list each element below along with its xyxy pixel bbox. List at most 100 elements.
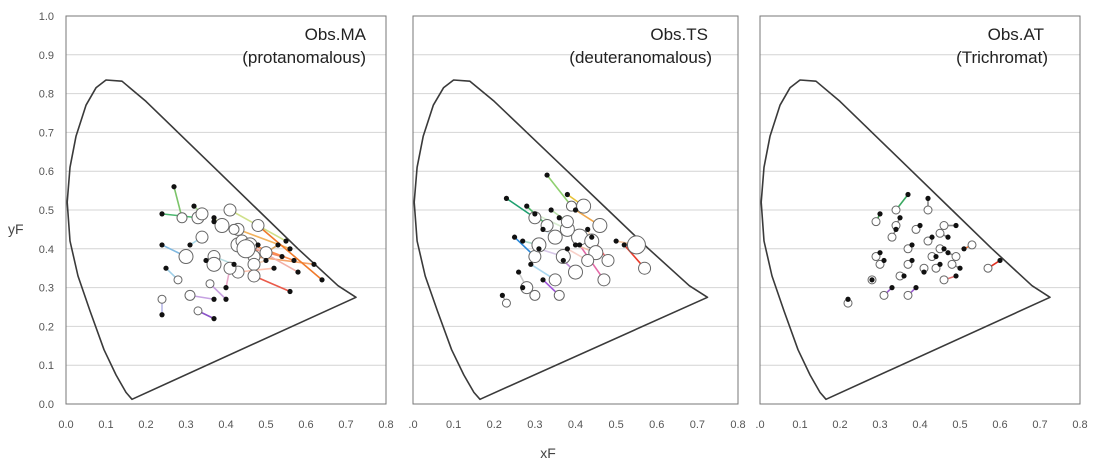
x-tick-label: 0.8: [1072, 419, 1087, 431]
filled-marker: [613, 238, 619, 244]
x-tick-label: 0.1: [792, 419, 807, 431]
plot-frame: [65, 15, 387, 405]
x-tick-label: 0.4: [218, 419, 233, 431]
open-marker: [195, 230, 209, 244]
x-tick-label: 0.7: [338, 419, 353, 431]
open-marker: [903, 290, 913, 300]
filled-marker: [621, 242, 627, 248]
y-axis-label: yF: [8, 221, 24, 237]
data-pairs: [499, 172, 652, 308]
filled-marker: [171, 184, 177, 190]
open-marker: [259, 246, 273, 260]
open-marker: [206, 256, 222, 272]
filled-marker: [560, 257, 566, 264]
filled-marker: [564, 246, 570, 252]
open-marker: [967, 240, 977, 250]
pair-connector: [257, 224, 323, 281]
gridlines: [413, 54, 738, 366]
spectrum-locus: [760, 79, 1051, 401]
filled-marker: [544, 172, 550, 178]
chart-panel-obs-ma: 0.0 0.1 0.2 0.3 0.4 0.5 0.6 0.7 0.8 Obs.MA (prot…: [58, 15, 394, 431]
x-tick-label: 0.5: [952, 419, 967, 431]
filled-marker: [909, 257, 915, 264]
open-marker: [891, 205, 901, 215]
x-tick-label: 0.0: [58, 419, 73, 431]
filled-marker: [520, 238, 526, 244]
open-marker: [581, 253, 595, 267]
x-tick-label: 0.6: [649, 419, 664, 431]
open-marker: [923, 236, 933, 246]
open-marker: [529, 289, 541, 301]
filled-marker: [203, 257, 209, 264]
open-marker: [983, 263, 993, 273]
open-marker: [205, 279, 215, 289]
filled-marker: [187, 242, 193, 248]
filled-marker: [877, 211, 883, 217]
filled-marker: [548, 207, 554, 213]
x-tick-label: 0.3: [178, 419, 193, 431]
filled-marker: [275, 242, 281, 248]
filled-marker: [255, 242, 261, 248]
open-marker: [923, 205, 933, 215]
filled-marker: [287, 288, 293, 295]
x-axis-label: xF: [540, 445, 556, 461]
open-marker: [247, 257, 261, 271]
x-tick-label: 0.1: [446, 419, 461, 431]
filled-marker: [532, 211, 538, 217]
open-marker: [939, 221, 949, 231]
y-tick-label: 0.9: [39, 50, 54, 62]
pair-connector: [249, 244, 299, 273]
filled-marker: [881, 257, 887, 264]
filled-marker: [909, 242, 915, 248]
open-marker: [547, 229, 563, 245]
filled-marker: [536, 246, 542, 252]
filled-marker: [585, 226, 591, 232]
x-tick-label: 0.6: [992, 419, 1007, 431]
filled-marker: [291, 257, 297, 264]
filled-marker: [921, 269, 927, 275]
filled-marker: [997, 257, 1003, 264]
filled-marker: [576, 242, 583, 248]
filled-marker: [961, 246, 967, 252]
open-marker: [531, 237, 547, 253]
filled-marker: [511, 234, 518, 240]
panel-title-line-2: (deuteranomalous): [569, 48, 712, 67]
x-axis-ticks: .0 0.1 0.2 0.3 0.4 0.5 0.6 0.7 0.8: [755, 419, 1087, 431]
open-marker: [951, 252, 961, 262]
open-marker: [871, 217, 881, 227]
filled-marker: [929, 234, 935, 240]
gridlines: [760, 54, 1080, 366]
open-marker: [568, 264, 583, 280]
filled-marker: [211, 296, 217, 302]
panel-title-line-1: Obs.TS: [650, 25, 708, 44]
open-marker: [592, 218, 608, 234]
x-tick-label: 0.2: [832, 419, 847, 431]
x-tick-label: 0.3: [872, 419, 887, 431]
open-marker: [638, 261, 652, 275]
open-marker: [247, 269, 261, 283]
pair-connector: [546, 174, 573, 207]
y-axis: 1.0 0.9 0.8 0.7 0.6 0.5 0.4 0.3 0.2 0.1 0.0: [39, 11, 54, 411]
chart-panel-obs-at: .0 0.1 0.2 0.3 0.4 0.5 0.6 0.7 0.8 Obs.AT (Trich…: [755, 15, 1088, 431]
filled-marker: [945, 234, 951, 240]
open-marker: [195, 207, 209, 221]
open-marker: [228, 223, 240, 235]
x-tick-label: 0.8: [730, 419, 745, 431]
filled-marker: [901, 273, 907, 279]
filled-marker: [933, 253, 939, 260]
filled-marker: [159, 211, 165, 217]
open-marker: [555, 249, 571, 265]
filled-marker: [191, 203, 197, 209]
x-tick-label: 0.7: [690, 419, 705, 431]
pair-connector: [253, 275, 291, 293]
filled-marker: [211, 215, 217, 221]
filled-marker: [572, 207, 579, 213]
filled-marker: [877, 250, 883, 256]
filled-marker: [263, 257, 269, 264]
x-tick-label: 0.4: [568, 419, 583, 431]
open-marker: [903, 244, 913, 254]
filled-marker: [564, 191, 570, 198]
x-tick-label: .0: [755, 419, 764, 431]
filled-marker: [845, 296, 851, 302]
open-marker: [597, 273, 611, 287]
